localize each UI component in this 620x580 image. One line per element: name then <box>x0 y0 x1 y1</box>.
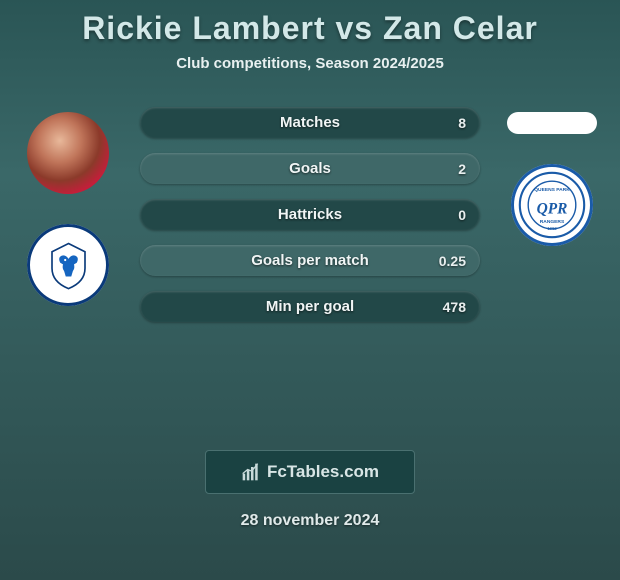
attribution-box: FcTables.com <box>205 450 415 494</box>
date-text: 28 november 2024 <box>0 512 620 530</box>
stat-label: Matches <box>280 114 340 131</box>
comparison-content: QUEENS PARK RANGERS QPR 1882 Matches 8 Goa… <box>0 92 620 442</box>
player-photo-left <box>27 112 109 194</box>
subtitle: Club competitions, Season 2024/2025 <box>0 55 620 72</box>
stat-row: Hattricks 0 <box>140 199 480 230</box>
stat-label: Min per goal <box>266 298 354 315</box>
left-player-column <box>8 92 128 306</box>
stat-label: Hattricks <box>278 206 342 223</box>
stats-list: Matches 8 Goals 2 Hattricks 0 Goals per match 0… <box>140 107 480 337</box>
stat-label: Goals per match <box>251 252 369 269</box>
player-photo-right <box>507 112 597 134</box>
stat-value-right: 478 <box>443 299 466 315</box>
svg-text:QUEENS PARK: QUEENS PARK <box>534 187 570 193</box>
stat-value-right: 2 <box>458 161 466 177</box>
attribution-text: FcTables.com <box>267 462 379 482</box>
page-title: Rickie Lambert vs Zan Celar <box>0 0 620 47</box>
stat-row: Matches 8 <box>140 107 480 138</box>
chart-icon <box>241 462 261 482</box>
stat-row: Goals per match 0.25 <box>140 245 480 276</box>
stat-value-right: 8 <box>458 115 466 131</box>
qpr-badge: QUEENS PARK RANGERS QPR 1882 <box>511 164 593 246</box>
cardiff-city-badge <box>27 224 109 306</box>
stat-row: Min per goal 478 <box>140 291 480 322</box>
svg-text:RANGERS: RANGERS <box>540 219 565 225</box>
stat-row: Goals 2 <box>140 153 480 184</box>
svg-text:QPR: QPR <box>537 200 568 217</box>
stat-value-right: 0.25 <box>439 253 466 269</box>
stat-label: Goals <box>289 160 331 177</box>
right-player-column: QUEENS PARK RANGERS QPR 1882 <box>492 92 612 246</box>
stat-value-right: 0 <box>458 207 466 223</box>
svg-text:1882: 1882 <box>547 226 557 231</box>
